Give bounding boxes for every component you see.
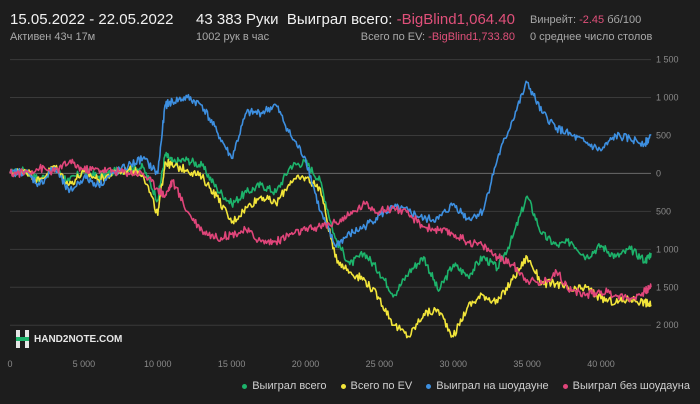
x-tick-label: 20 000	[292, 359, 320, 369]
legend-label-nonshowdown: Выиграл без шоудауна	[572, 380, 690, 392]
legend-dot-showdown	[426, 383, 432, 389]
legend-item-showdown[interactable]: Выиграл на шоудауне	[426, 380, 549, 392]
x-tick-label: 35 000	[513, 359, 541, 369]
x-tick-label: 40 000	[587, 359, 615, 369]
ev-total: Всего по EV: -BigBlind1,733.80	[361, 31, 515, 43]
legend-item-ev[interactable]: Всего по EV	[340, 380, 413, 392]
legend-item-nonshowdown[interactable]: Выиграл без шоудауна	[562, 380, 690, 392]
legend-dot-won	[242, 383, 248, 389]
winrate: Винрейт: -2.45 бб/100	[530, 14, 641, 26]
x-tick-label: 30 000	[439, 359, 467, 369]
hand2note-logo-icon	[16, 330, 30, 348]
hand2note-logo-text: HAND2NOTE.COM	[34, 333, 123, 345]
x-tick-label: 5 000	[73, 359, 96, 369]
x-tick-label: 15 000	[218, 359, 246, 369]
date-range: 15.05.2022 - 22.05.2022	[10, 11, 174, 28]
legend-label-won: Выиграл всего	[252, 380, 327, 392]
x-tick-label: 10 000	[144, 359, 172, 369]
ev-total-value: -BigBlind1,733.80	[428, 31, 515, 43]
active-time: Активен 43ч 17м	[10, 31, 96, 43]
winrate-label: Винрейт:	[530, 14, 577, 26]
series-line-1	[9, 158, 652, 339]
legend-item-won[interactable]: Выиграл всего	[242, 380, 327, 392]
avg-tables: 0 среднее число столов	[530, 31, 653, 43]
y-tick-label: 1 500	[656, 282, 679, 292]
hands-per-hour: 1002 рук в час	[196, 31, 270, 43]
y-tick-label: 1 000	[656, 93, 679, 103]
won-total-value: -BigBlind1,064.40	[396, 11, 515, 28]
won-total: Выиграл всего: -BigBlind1,064.40	[287, 11, 515, 28]
legend-dot-ev	[340, 383, 346, 389]
ev-total-label: Всего по EV:	[360, 31, 426, 43]
y-tick-label: 1 000	[656, 244, 679, 254]
legend-label-showdown: Выиграл на шоудауне	[436, 380, 549, 392]
winrate-unit: бб/100	[607, 14, 642, 26]
y-tick-label: 500	[656, 206, 671, 216]
winrate-value: -2.45	[579, 14, 605, 26]
x-tick-label: 0	[7, 359, 12, 369]
won-total-label: Выиграл всего:	[286, 11, 393, 28]
series-line-3	[9, 158, 652, 303]
hand2note-logo: HAND2NOTE.COM	[16, 330, 122, 348]
x-tick-label: 25 000	[366, 359, 394, 369]
legend-dot-nonshowdown	[562, 383, 568, 389]
legend-label-ev: Всего по EV	[350, 380, 413, 392]
hands-count: 43 383 Руки	[196, 11, 279, 28]
y-tick-label: 500	[656, 130, 671, 140]
y-tick-label: 0	[656, 168, 661, 178]
y-tick-label: 1 500	[656, 55, 679, 65]
chart-legend: Выиграл всего Всего по EV Выиграл на шоу…	[242, 380, 690, 392]
y-tick-label: 2 000	[656, 320, 679, 330]
